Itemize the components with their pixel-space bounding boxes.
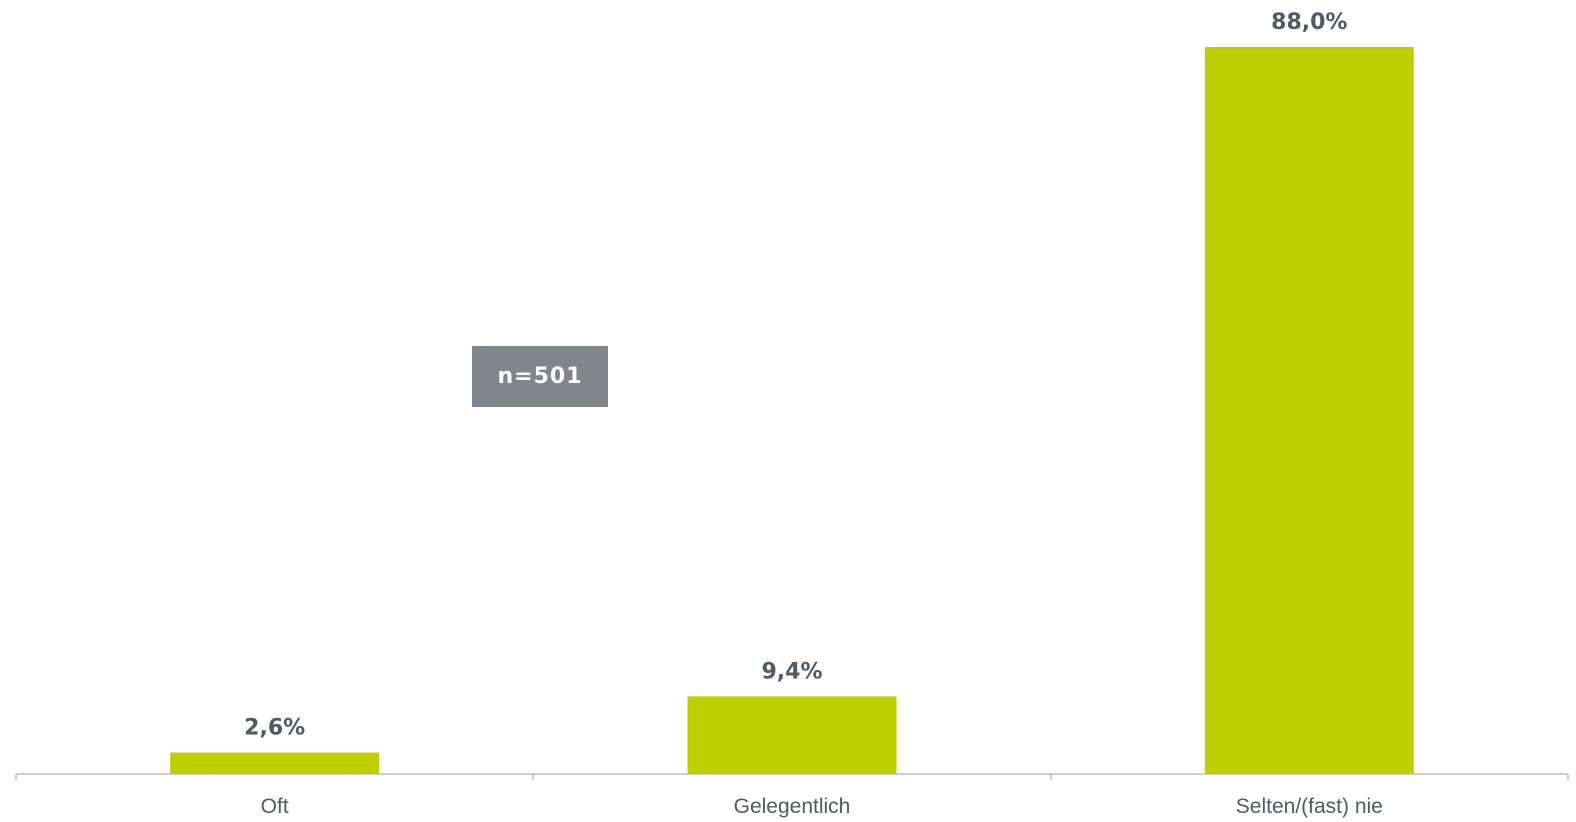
bar-gelegentlich [687,696,897,774]
data-label: 2,6% [244,716,305,741]
bar-oft [170,752,380,774]
bar-selten-fast-nie [1204,47,1414,774]
category-label: Selten/(fast) nie [1236,795,1383,818]
data-label: 88,0% [1271,10,1347,35]
category-label: Gelegentlich [734,795,851,818]
data-label: 9,4% [761,659,822,684]
category-label: Oft [261,795,289,818]
sample-size-badge: n=501 [472,346,608,407]
